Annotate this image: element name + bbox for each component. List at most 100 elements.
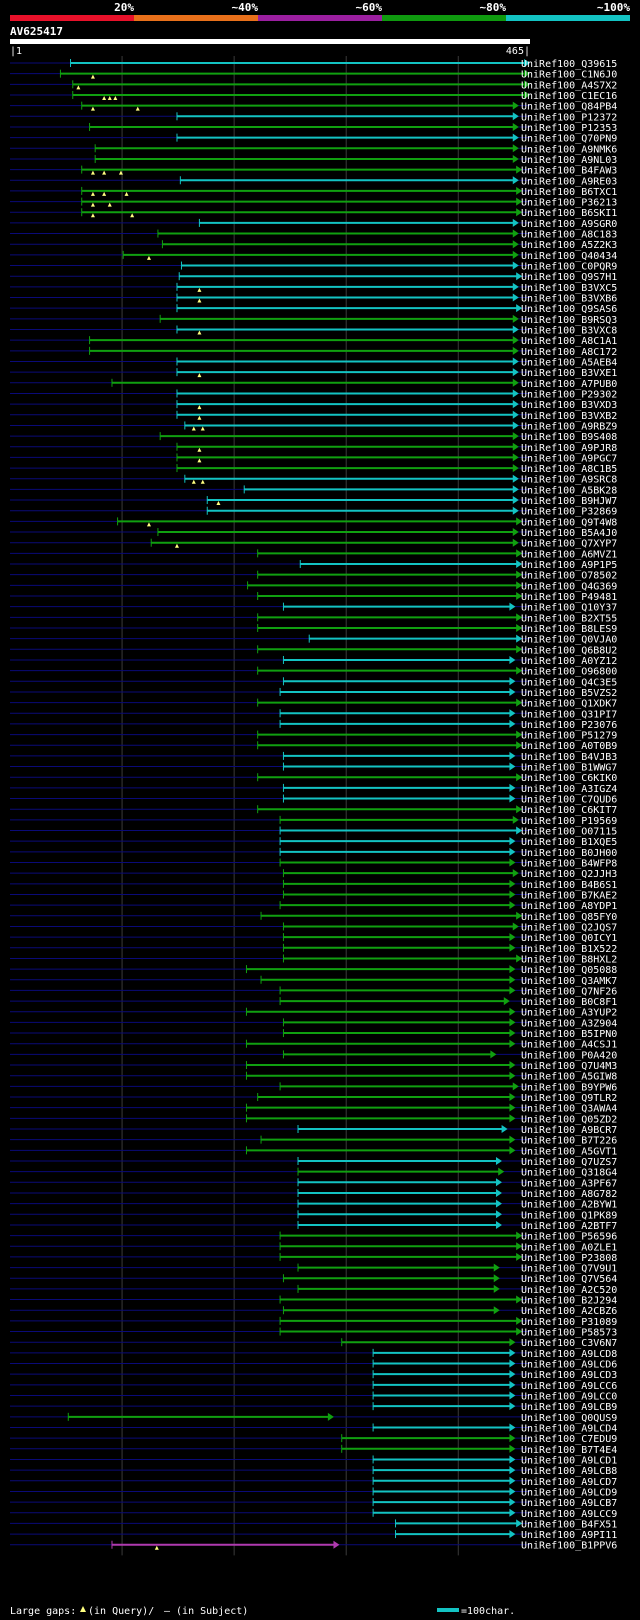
hit-label[interactable]: UniRef100_Q3AWA4: [521, 1104, 617, 1115]
hit-label[interactable]: UniRef100_B3VXB6: [521, 294, 617, 305]
hit-row[interactable]: UniRef100_Q0ICY1: [10, 933, 617, 944]
hit-label[interactable]: UniRef100_Q7XYP7: [521, 539, 617, 550]
hit-row[interactable]: UniRef100_P12372: [10, 112, 617, 123]
hit-label[interactable]: UniRef100_Q7U4M3: [521, 1061, 617, 1072]
hit-label[interactable]: UniRef100_C6KIT7: [521, 805, 617, 816]
hit-label[interactable]: UniRef100_P23076: [521, 720, 617, 731]
hit-label[interactable]: UniRef100_P19569: [521, 816, 617, 827]
hit-label[interactable]: UniRef100_Q05ZD2: [521, 1114, 617, 1125]
hit-row[interactable]: UniRef100_C1EC16: [10, 90, 617, 102]
hit-row[interactable]: UniRef100_B0JH00: [10, 847, 617, 859]
hit-label[interactable]: UniRef100_A9LCC6: [521, 1381, 617, 1392]
hit-label[interactable]: UniRef100_A3IGZ4: [521, 784, 617, 795]
hit-row[interactable]: UniRef100_A5BK28: [10, 485, 617, 496]
hit-row[interactable]: UniRef100_B7T226: [10, 1135, 617, 1147]
hit-row[interactable]: UniRef100_B3VXB6: [10, 293, 617, 305]
hit-row[interactable]: UniRef100_A7PUB0: [10, 378, 617, 390]
hit-label[interactable]: UniRef100_A9PJR8: [521, 443, 617, 454]
hit-label[interactable]: UniRef100_A9RE03: [521, 176, 617, 187]
hit-label[interactable]: UniRef100_B4FX51: [521, 1519, 617, 1530]
hit-row[interactable]: UniRef100_A9LCD9: [10, 1487, 617, 1498]
hit-label[interactable]: UniRef100_B1XQE5: [521, 837, 617, 848]
hit-label[interactable]: UniRef100_B2J294: [521, 1296, 617, 1307]
hit-label[interactable]: UniRef100_C1N6J0: [521, 70, 617, 81]
hit-row[interactable]: UniRef100_C6KIT7: [10, 805, 617, 816]
hit-row[interactable]: UniRef100_B5A4J0: [10, 528, 617, 539]
hit-label[interactable]: UniRef100_A9LCC0: [521, 1392, 617, 1403]
hit-row[interactable]: UniRef100_A2C520: [10, 1284, 617, 1296]
hit-label[interactable]: UniRef100_P12353: [521, 123, 617, 134]
hit-row[interactable]: UniRef100_P51279: [10, 730, 617, 742]
hit-label[interactable]: UniRef100_B1WWG7: [521, 763, 617, 774]
hit-row[interactable]: UniRef100_Q4G369: [10, 581, 617, 592]
hit-row[interactable]: UniRef100_Q7U4M3: [10, 1061, 617, 1072]
hit-row[interactable]: UniRef100_A9LCD6: [10, 1359, 617, 1371]
hit-row[interactable]: UniRef100_Q1XDK7: [10, 698, 617, 710]
hit-label[interactable]: UniRef100_Q9TLR2: [521, 1093, 617, 1104]
hit-label[interactable]: UniRef100_A8C1B5: [521, 464, 617, 475]
hit-row[interactable]: UniRef100_Q84PB4: [10, 101, 617, 113]
hit-label[interactable]: UniRef100_Q2JQS7: [521, 922, 617, 933]
hit-row[interactable]: UniRef100_Q7V9U1: [10, 1263, 617, 1275]
hit-label[interactable]: UniRef100_Q7NF26: [521, 986, 617, 997]
hit-label[interactable]: UniRef100_Q7UZS7: [521, 1157, 617, 1168]
hit-row[interactable]: UniRef100_A2BYW1: [10, 1199, 617, 1211]
hit-row[interactable]: UniRef100_A8YDP1: [10, 901, 617, 912]
hit-label[interactable]: UniRef100_O07115: [521, 827, 617, 838]
hit-label[interactable]: UniRef100_C0PQR9: [521, 262, 617, 273]
hit-label[interactable]: UniRef100_Q2JJH3: [521, 869, 617, 880]
hit-label[interactable]: UniRef100_Q0QUS9: [521, 1413, 617, 1424]
hit-row[interactable]: UniRef100_B2XT55: [10, 613, 617, 624]
hit-row[interactable]: UniRef100_Q3AWA4: [10, 1103, 617, 1115]
hit-row[interactable]: UniRef100_A3IGZ4: [10, 783, 617, 795]
hit-label[interactable]: UniRef100_A9LCB9: [521, 1402, 617, 1413]
hit-label[interactable]: UniRef100_Q9T4W8: [521, 517, 617, 528]
hit-label[interactable]: UniRef100_B5IPN0: [521, 1029, 617, 1040]
hit-row[interactable]: UniRef100_B3VXD3: [10, 400, 617, 411]
hit-label[interactable]: UniRef100_C7EDU9: [521, 1434, 617, 1445]
hit-label[interactable]: UniRef100_A8YDP1: [521, 901, 617, 912]
hit-label[interactable]: UniRef100_Q40434: [521, 251, 617, 262]
hit-row[interactable]: UniRef100_A3YUP2: [10, 1007, 617, 1019]
hit-row[interactable]: UniRef100_C1N6J0: [10, 69, 617, 81]
hit-label[interactable]: UniRef100_A3Z904: [521, 1018, 617, 1029]
hit-row[interactable]: UniRef100_A9RBZ9: [10, 421, 617, 432]
hit-row[interactable]: UniRef100_A8C1B5: [10, 464, 617, 475]
hit-row[interactable]: UniRef100_B4B6S1: [10, 879, 617, 891]
hit-row[interactable]: UniRef100_P12353: [10, 122, 617, 134]
hit-label[interactable]: UniRef100_Q85FY0: [521, 912, 617, 923]
hit-label[interactable]: UniRef100_A0ZLE1: [521, 1242, 617, 1253]
hit-row[interactable]: UniRef100_Q05ZD2: [10, 1114, 617, 1125]
hit-row[interactable]: UniRef100_O96800: [10, 666, 617, 678]
hit-row[interactable]: UniRef100_Q4C3E5: [10, 677, 617, 688]
hit-row[interactable]: UniRef100_A0YZ12: [10, 655, 617, 667]
hit-label[interactable]: UniRef100_P31089: [521, 1317, 617, 1328]
hit-row[interactable]: UniRef100_B6SKI1: [10, 208, 617, 219]
hit-row[interactable]: UniRef100_A8C172: [10, 346, 617, 358]
hit-row[interactable]: UniRef100_A8C183: [10, 229, 617, 241]
hit-row[interactable]: UniRef100_C6KIK0: [10, 773, 617, 784]
hit-label[interactable]: UniRef100_A9RBZ9: [521, 421, 617, 432]
hit-row[interactable]: UniRef100_A5AEB4: [10, 357, 617, 368]
hit-label[interactable]: UniRef100_A5Z2K3: [521, 240, 617, 251]
hit-label[interactable]: UniRef100_Q7V9U1: [521, 1264, 617, 1275]
hit-label[interactable]: UniRef100_B4VJB3: [521, 752, 617, 763]
hit-row[interactable]: UniRef100_P32869: [10, 507, 617, 518]
hit-label[interactable]: UniRef100_Q39615: [521, 59, 617, 70]
hit-label[interactable]: UniRef100_A5GIW8: [521, 1072, 617, 1083]
hit-row[interactable]: UniRef100_A9LCC9: [10, 1508, 617, 1520]
hit-label[interactable]: UniRef100_A9NL03: [521, 155, 617, 166]
hit-label[interactable]: UniRef100_B0JH00: [521, 848, 617, 859]
hit-row[interactable]: UniRef100_A9PJR8: [10, 442, 617, 454]
hit-row[interactable]: UniRef100_B5IPN0: [10, 1029, 617, 1040]
hit-label[interactable]: UniRef100_B0C8F1: [521, 997, 617, 1008]
hit-row[interactable]: UniRef100_Q0VJA0: [10, 634, 617, 646]
hit-row[interactable]: UniRef100_Q10Y37: [10, 602, 617, 614]
hit-row[interactable]: UniRef100_A9LCD7: [10, 1476, 617, 1488]
hit-label[interactable]: UniRef100_Q6B8U2: [521, 645, 617, 656]
hit-label[interactable]: UniRef100_P29302: [521, 389, 617, 400]
hit-row[interactable]: UniRef100_A9LCC6: [10, 1380, 617, 1392]
hit-row[interactable]: UniRef100_Q40434: [10, 250, 617, 262]
hit-row[interactable]: UniRef100_P36213: [10, 197, 617, 209]
hit-row[interactable]: UniRef100_Q9TLR2: [10, 1093, 617, 1104]
